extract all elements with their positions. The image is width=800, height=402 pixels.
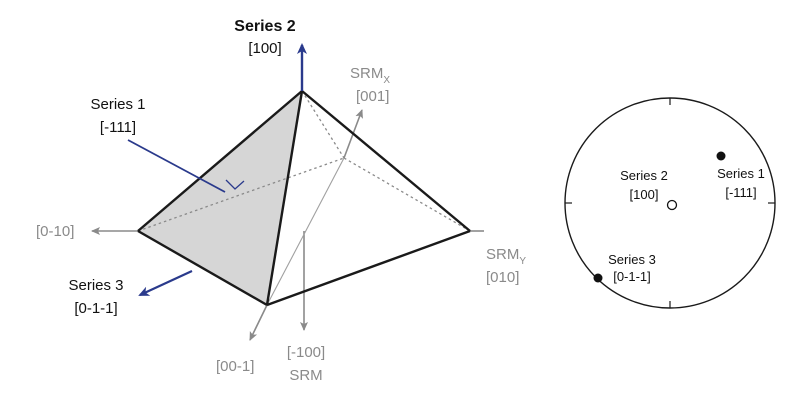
stereo-series2-title: Series 2	[620, 168, 668, 183]
series1-title: Series 1	[90, 96, 145, 113]
shaded-face	[138, 91, 302, 305]
axis-010-label: [010]	[486, 269, 519, 286]
series2-point	[666, 199, 678, 211]
stereo-series3-title: Series 3	[608, 252, 656, 267]
stereo-series3-index: [0-1-1]	[613, 269, 651, 284]
series1-arrow	[127, 139, 226, 193]
series1-index: [-111]	[100, 119, 136, 136]
perpendicular-mark	[225, 179, 245, 190]
stereo-series2-index: [100]	[630, 187, 659, 202]
axis-srm-label: SRM	[289, 367, 322, 384]
stereo-series1-index: [-111]	[725, 185, 756, 200]
axis-0m10-label: [0-10]	[36, 223, 74, 240]
series3-point	[593, 273, 603, 283]
axis-srmx-main: SRM	[350, 65, 383, 82]
series3-title: Series 3	[68, 277, 123, 294]
axis-00m1-line	[249, 304, 268, 341]
series1-point	[716, 151, 726, 161]
axis-srmy-main: SRM	[486, 246, 519, 263]
series3-arrow	[138, 270, 193, 296]
series3-index: [0-1-1]	[74, 300, 117, 317]
visible-edges	[137, 90, 471, 307]
axis-srmx-sub: X	[383, 75, 390, 86]
series2-title: Series 2	[234, 18, 295, 35]
hidden-edges	[137, 90, 471, 232]
stereonet: Series 2 [100] Series 1 [-111] Series 3 …	[564, 97, 776, 309]
axis-srmy-sub: Y	[519, 256, 526, 267]
axis-m100-label: [-100]	[287, 344, 325, 361]
series2-index: [100]	[248, 40, 281, 57]
stereo-series1-title: Series 1	[717, 166, 765, 181]
axis-00m1-label: [00-1]	[216, 358, 254, 375]
axis-srmy-label: SRMY	[486, 246, 526, 267]
pyramid-diagram: Series 2 [100] Series 1 [-111] Series 3 …	[36, 18, 526, 384]
axis-srmx-label: SRMX	[350, 65, 390, 86]
axis-001-label: [001]	[356, 88, 389, 105]
interior-line	[266, 157, 345, 306]
